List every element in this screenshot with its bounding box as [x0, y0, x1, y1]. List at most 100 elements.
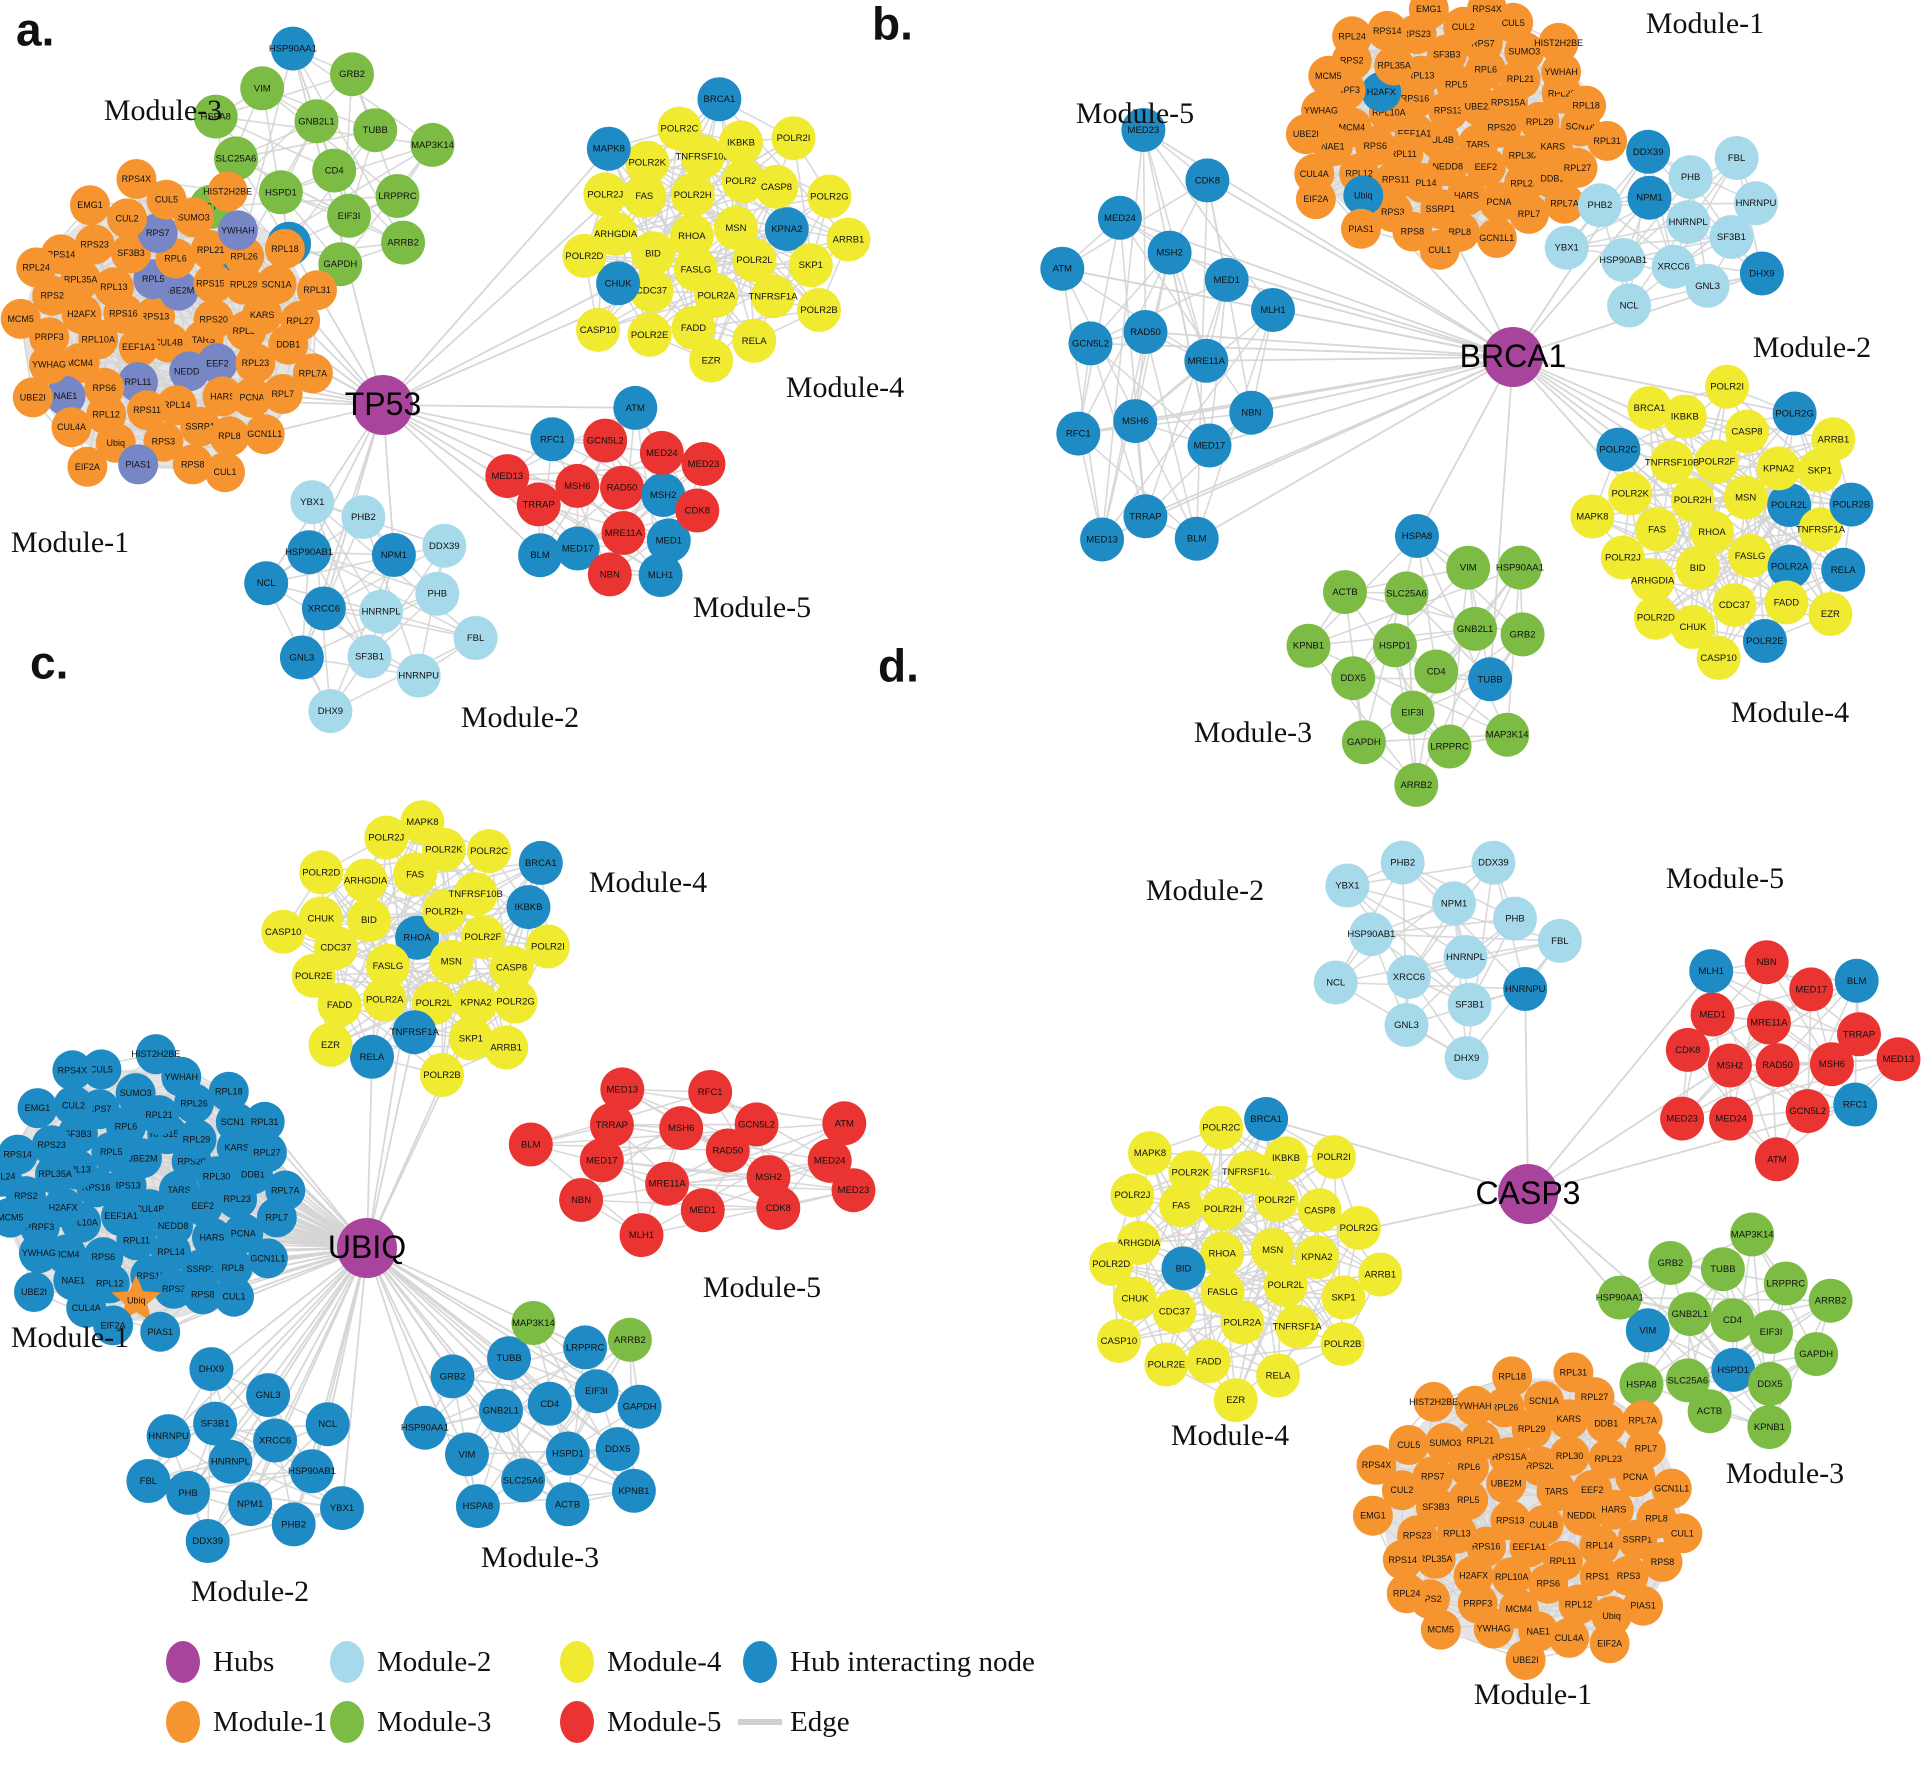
node-nae1[interactable]: NAE1	[45, 375, 86, 416]
node-med24[interactable]: MED24	[1097, 195, 1142, 240]
node-gnl3[interactable]: GNL3	[279, 635, 324, 680]
node-rad50[interactable]: RAD50	[1123, 310, 1168, 354]
node-cul4a[interactable]: CUL4A	[1549, 1617, 1590, 1658]
node-rps4x[interactable]: RPS4X	[1467, 0, 1507, 30]
node-atm[interactable]: ATM	[1040, 246, 1085, 291]
node-rpl18[interactable]: RPL18	[264, 228, 305, 269]
node-kpnb1[interactable]: KPNB1	[1286, 623, 1331, 668]
node-gcn1l1[interactable]: GCN1L1	[1476, 218, 1517, 258]
node-gapdh[interactable]: GAPDH	[1794, 1332, 1839, 1377]
node-phb2[interactable]: PHB2	[1380, 840, 1425, 885]
node-chuk[interactable]: CHUK	[596, 261, 641, 306]
node-fadd[interactable]: FADD	[317, 982, 362, 1027]
node-phb2[interactable]: PHB2	[1577, 183, 1622, 228]
node-atm[interactable]: ATM	[822, 1101, 867, 1146]
node-hspd1[interactable]: HSPD1	[1372, 623, 1417, 668]
node-nbn[interactable]: NBN	[1229, 390, 1274, 435]
node-tnfrsf1a[interactable]: TNFRSF1A	[390, 1010, 440, 1055]
node-rps11[interactable]: RPS11	[1579, 1556, 1620, 1597]
node-rps7[interactable]: RPS7	[1412, 1456, 1453, 1497]
node-msn[interactable]: MSN	[713, 205, 758, 250]
node-h2afx[interactable]: H2AFX	[61, 294, 102, 335]
node-rpl8[interactable]: RPL8	[212, 1247, 253, 1288]
node-polr2l[interactable]: POLR2L	[1767, 483, 1812, 527]
node-cdk8[interactable]: CDK8	[675, 488, 720, 533]
node-hsp90aa1[interactable]: HSP90AA1	[269, 26, 317, 71]
node-polr2h[interactable]: POLR2H	[670, 173, 715, 217]
node-hnrnpu[interactable]: HNRNPU	[1503, 967, 1548, 1011]
node-hspa8[interactable]: HSPA8	[193, 94, 238, 139]
node-map3k14[interactable]: MAP3K14	[410, 122, 455, 167]
node-rpl30[interactable]: RPL30	[1549, 1436, 1590, 1476]
node-gcn1l1[interactable]: GCN1L1	[1651, 1468, 1692, 1509]
node-ywhah[interactable]: YWHAH	[217, 210, 258, 251]
node-hsp90aa1[interactable]: HSP90AA1	[1496, 545, 1544, 590]
node-gcn1l1[interactable]: GCN1L1	[244, 414, 285, 455]
node-polr2e[interactable]: POLR2E	[1144, 1342, 1189, 1387]
node-eif2a[interactable]: EIF2A	[93, 1305, 134, 1346]
node-ybx1[interactable]: YBX1	[320, 1486, 364, 1531]
node-rpl18[interactable]: RPL18	[1492, 1356, 1533, 1397]
node-arrb1[interactable]: ARRB1	[826, 217, 871, 262]
node-polr2a[interactable]: POLR2A	[362, 977, 407, 1022]
node-ddx5[interactable]: DDX5	[1331, 656, 1376, 701]
node-rpl27[interactable]: RPL27	[280, 300, 321, 341]
node-polr2d[interactable]: POLR2D	[562, 233, 607, 278]
node-casp10[interactable]: CASP10	[261, 909, 306, 954]
node-med24[interactable]: MED24	[1709, 1096, 1754, 1141]
node-casp8[interactable]: CASP8	[754, 164, 799, 209]
node-cul2[interactable]: CUL2	[107, 198, 147, 239]
node-cul2[interactable]: CUL2	[1381, 1470, 1422, 1511]
node-cd4[interactable]: CD4	[1710, 1298, 1755, 1343]
node-polr2c[interactable]: POLR2C	[467, 829, 512, 874]
node-rpl18[interactable]: RPL18	[1566, 85, 1607, 126]
node-msn[interactable]: MSN	[429, 939, 474, 984]
node-emg1[interactable]: EMG1	[1352, 1495, 1393, 1536]
node-ube2m[interactable]: UBE2M	[122, 1138, 162, 1179]
node-hspd1[interactable]: HSPD1	[1711, 1347, 1756, 1392]
node-rps7[interactable]: RPS7	[137, 213, 178, 253]
node-ezr[interactable]: EZR	[689, 338, 734, 383]
node-med13[interactable]: MED13	[1080, 517, 1125, 562]
node-polr2i[interactable]: POLR2I	[1705, 364, 1750, 409]
node-rps4x[interactable]: RPS4X	[1356, 1444, 1397, 1485]
node-med17[interactable]: MED17	[1789, 967, 1834, 1012]
node-casp8[interactable]: CASP8	[1725, 409, 1769, 454]
node-gcn5l2[interactable]: GCN5L2	[734, 1102, 779, 1147]
node-med23[interactable]: MED23	[1121, 108, 1166, 152]
node-mapk8[interactable]: MAPK8	[400, 800, 445, 845]
node-rpl24[interactable]: RPL24	[0, 1156, 22, 1197]
node-polr2l[interactable]: POLR2L	[1263, 1263, 1308, 1308]
node-rpl5[interactable]: RPL5	[1436, 64, 1477, 105]
node-polr2f[interactable]: POLR2F	[460, 915, 505, 960]
node-hspd1[interactable]: HSPD1	[545, 1431, 590, 1476]
node-kpna2[interactable]: KPNA2	[764, 207, 809, 252]
node-rps23[interactable]: RPS23	[74, 224, 115, 265]
node-hars[interactable]: HARS	[1593, 1489, 1634, 1530]
node-med23[interactable]: MED23	[1660, 1096, 1705, 1141]
node-polr2i[interactable]: POLR2I	[525, 924, 570, 969]
node-grb2[interactable]: GRB2	[430, 1354, 475, 1399]
node-rpl7a[interactable]: RPL7A	[1622, 1400, 1663, 1441]
node-blm[interactable]: BLM	[508, 1122, 553, 1167]
node-rad50[interactable]: RAD50	[705, 1128, 750, 1173]
node-polr2b[interactable]: POLR2B	[420, 1053, 464, 1097]
node-rpl7a[interactable]: RPL7A	[265, 1170, 306, 1211]
node-sf3b1[interactable]: SF3B1	[1447, 982, 1492, 1027]
node-map3k14[interactable]: MAP3K14	[511, 1301, 556, 1345]
node-cdk8[interactable]: CDK8	[1185, 158, 1230, 203]
node-cdk8[interactable]: CDK8	[756, 1186, 801, 1231]
node-chuk[interactable]: CHUK	[1671, 605, 1715, 649]
node-rps23[interactable]: RPS23	[31, 1125, 72, 1166]
node-hars[interactable]: HARS	[202, 376, 243, 417]
node-scn1a[interactable]: SCN1A	[1523, 1381, 1564, 1421]
node-mlh1[interactable]: MLH1	[1689, 949, 1734, 994]
node-hspa8[interactable]: HSPA8	[1395, 514, 1439, 558]
node-polr2j[interactable]: POLR2J	[583, 172, 628, 217]
node-rfc1[interactable]: RFC1	[1056, 411, 1101, 456]
node-pias1[interactable]: PIAS1	[1623, 1585, 1664, 1626]
node-cdc37[interactable]: CDC37	[629, 268, 674, 313]
node-rps6[interactable]: RPS6	[1528, 1563, 1569, 1604]
node-xrcc6[interactable]: XRCC6	[1386, 955, 1431, 999]
node-ncl[interactable]: NCL	[1607, 283, 1652, 328]
